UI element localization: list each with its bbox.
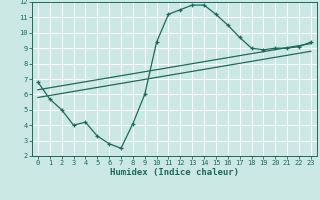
- X-axis label: Humidex (Indice chaleur): Humidex (Indice chaleur): [110, 168, 239, 177]
